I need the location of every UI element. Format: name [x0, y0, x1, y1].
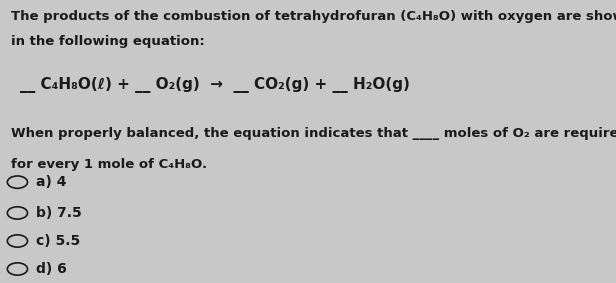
- Text: The products of the combustion of tetrahydrofuran (C₄H₈O) with oxygen are shown: The products of the combustion of tetrah…: [10, 10, 616, 23]
- Text: for every 1 mole of C₄H₈O.: for every 1 mole of C₄H₈O.: [10, 158, 207, 171]
- Text: b) 7.5: b) 7.5: [36, 206, 81, 220]
- Text: d) 6: d) 6: [36, 262, 67, 276]
- Text: When properly balanced, the equation indicates that ____ moles of O₂ are require: When properly balanced, the equation ind…: [10, 127, 616, 140]
- Text: a) 4: a) 4: [36, 175, 67, 189]
- Text: c) 5.5: c) 5.5: [36, 234, 80, 248]
- Text: in the following equation:: in the following equation:: [10, 35, 205, 48]
- Text: __ C₄H₈O(ℓ) + __ O₂(g)  →  __ CO₂(g) + __ H₂O(g): __ C₄H₈O(ℓ) + __ O₂(g) → __ CO₂(g) + __ …: [20, 77, 410, 93]
